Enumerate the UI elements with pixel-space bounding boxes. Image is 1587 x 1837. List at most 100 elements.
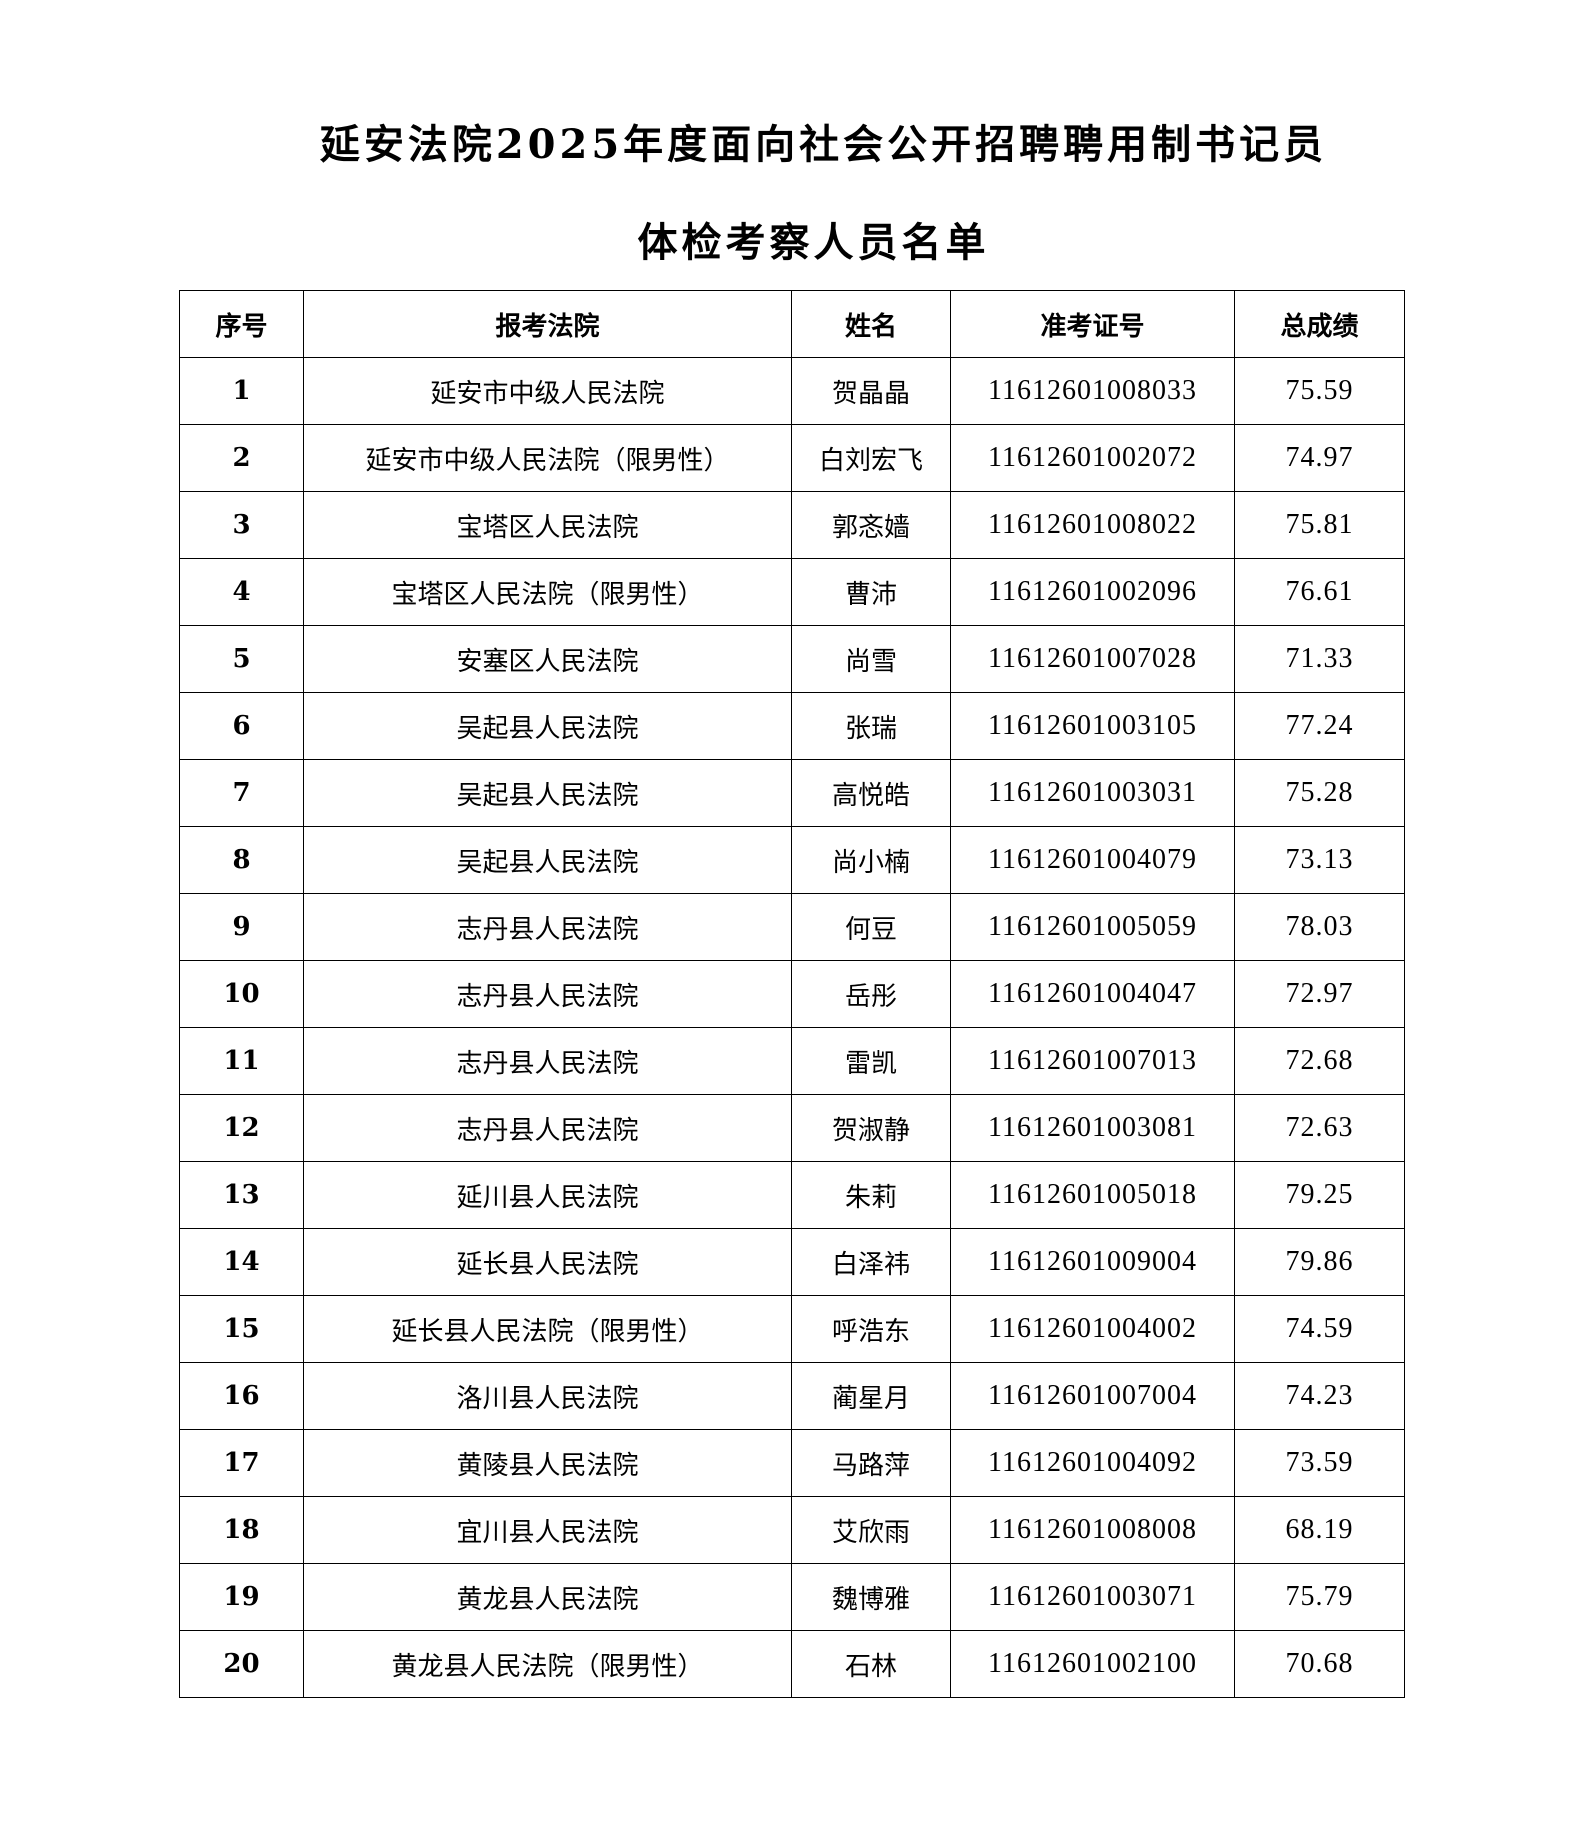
cell-court: 黄陵县人民法院 [303, 1429, 792, 1497]
cell-name: 高悦皓 [791, 759, 951, 827]
header-score: 总成绩 [1234, 290, 1405, 358]
cell-score: 75.59 [1234, 357, 1405, 425]
cell-score: 77.24 [1234, 692, 1405, 760]
cell-score: 72.63 [1234, 1094, 1405, 1162]
cell-exam-id: 11612601003031 [950, 759, 1235, 827]
cell-index: 5 [179, 625, 304, 693]
cell-court: 宝塔区人民法院 [303, 491, 792, 559]
table-row: 4 宝塔区人民法院（限男性） 曹沛 11612601002096 76.61 [179, 558, 1405, 626]
cell-name: 呼浩东 [791, 1295, 951, 1363]
cell-name: 魏博雅 [791, 1563, 951, 1631]
cell-court: 志丹县人民法院 [303, 893, 792, 961]
cell-exam-id: 11612601007004 [950, 1362, 1235, 1430]
cell-court: 洛川县人民法院 [303, 1362, 792, 1430]
table-row: 9 志丹县人民法院 何豆 11612601005059 78.03 [179, 893, 1405, 961]
cell-index: 14 [179, 1228, 304, 1296]
cell-exam-id: 11612601005059 [950, 893, 1235, 961]
cell-score: 72.97 [1234, 960, 1405, 1028]
cell-exam-id: 11612601002096 [950, 558, 1235, 626]
cell-index: 8 [179, 826, 304, 894]
cell-court: 延川县人民法院 [303, 1161, 792, 1229]
cell-exam-id: 11612601007028 [950, 625, 1235, 693]
header-exam-id: 准考证号 [950, 290, 1235, 358]
table-row: 17 黄陵县人民法院 马路萍 11612601004092 73.59 [179, 1429, 1405, 1497]
cell-exam-id: 11612601003081 [950, 1094, 1235, 1162]
cell-name: 石林 [791, 1630, 951, 1698]
cell-court: 延长县人民法院（限男性） [303, 1295, 792, 1363]
cell-name: 贺淑静 [791, 1094, 951, 1162]
cell-name: 郭忞嫱 [791, 491, 951, 559]
cell-index: 9 [179, 893, 304, 961]
cell-name: 曹沛 [791, 558, 951, 626]
cell-court: 志丹县人民法院 [303, 1094, 792, 1162]
cell-index: 7 [179, 759, 304, 827]
cell-court: 宜川县人民法院 [303, 1496, 792, 1564]
table-row: 20 黄龙县人民法院（限男性） 石林 11612601002100 70.68 [179, 1630, 1405, 1698]
cell-index: 16 [179, 1362, 304, 1430]
cell-name: 尚雪 [791, 625, 951, 693]
cell-score: 74.97 [1234, 424, 1405, 492]
cell-score: 72.68 [1234, 1027, 1405, 1095]
table-row: 13 延川县人民法院 朱莉 11612601005018 79.25 [179, 1161, 1405, 1229]
cell-name: 朱莉 [791, 1161, 951, 1229]
cell-score: 79.86 [1234, 1228, 1405, 1296]
cell-court: 黄龙县人民法院 [303, 1563, 792, 1631]
cell-name: 何豆 [791, 893, 951, 961]
cell-court: 志丹县人民法院 [303, 1027, 792, 1095]
cell-name: 蔺星月 [791, 1362, 951, 1430]
table-row: 12 志丹县人民法院 贺淑静 11612601003081 72.63 [179, 1094, 1405, 1162]
table-row: 16 洛川县人民法院 蔺星月 11612601007004 74.23 [179, 1362, 1405, 1430]
cell-name: 艾欣雨 [791, 1496, 951, 1564]
cell-score: 75.28 [1234, 759, 1405, 827]
cell-index: 11 [179, 1027, 304, 1095]
cell-exam-id: 11612601008008 [950, 1496, 1235, 1564]
table-header-row: 序号 报考法院 姓名 准考证号 总成绩 [179, 290, 1405, 358]
cell-court: 吴起县人民法院 [303, 826, 792, 894]
header-court: 报考法院 [303, 290, 792, 358]
cell-court: 安塞区人民法院 [303, 625, 792, 693]
cell-court: 黄龙县人民法院（限男性） [303, 1630, 792, 1698]
cell-exam-id: 11612601002072 [950, 424, 1235, 492]
header-name: 姓名 [791, 290, 951, 358]
cell-index: 15 [179, 1295, 304, 1363]
cell-exam-id: 11612601008022 [950, 491, 1235, 559]
cell-exam-id: 11612601009004 [950, 1228, 1235, 1296]
cell-score: 75.79 [1234, 1563, 1405, 1631]
table-row: 10 志丹县人民法院 岳彤 11612601004047 72.97 [179, 960, 1405, 1028]
table-row: 3 宝塔区人民法院 郭忞嫱 11612601008022 75.81 [179, 491, 1405, 559]
cell-court: 延安市中级人民法院 [303, 357, 792, 425]
cell-court: 延长县人民法院 [303, 1228, 792, 1296]
cell-name: 尚小楠 [791, 826, 951, 894]
cell-score: 79.25 [1234, 1161, 1405, 1229]
cell-index: 12 [179, 1094, 304, 1162]
cell-index: 19 [179, 1563, 304, 1631]
table-row: 2 延安市中级人民法院（限男性） 白刘宏飞 11612601002072 74.97 [179, 424, 1405, 492]
cell-index: 6 [179, 692, 304, 760]
cell-index: 13 [179, 1161, 304, 1229]
cell-score: 70.68 [1234, 1630, 1405, 1698]
table-row: 1 延安市中级人民法院 贺晶晶 11612601008033 75.59 [179, 357, 1405, 425]
cell-index: 3 [179, 491, 304, 559]
cell-court: 志丹县人民法院 [303, 960, 792, 1028]
cell-score: 75.81 [1234, 491, 1405, 559]
document-title: 延安法院2025年度面向社会公开招聘聘用制书记员 [319, 121, 1328, 168]
cell-name: 贺晶晶 [791, 357, 951, 425]
table-row: 8 吴起县人民法院 尚小楠 11612601004079 73.13 [179, 826, 1405, 894]
table-row: 6 吴起县人民法院 张瑞 11612601003105 77.24 [179, 692, 1405, 760]
cell-index: 18 [179, 1496, 304, 1564]
cell-exam-id: 11612601007013 [950, 1027, 1235, 1095]
cell-index: 20 [179, 1630, 304, 1698]
table-row: 7 吴起县人民法院 高悦皓 11612601003031 75.28 [179, 759, 1405, 827]
cell-score: 73.59 [1234, 1429, 1405, 1497]
cell-court: 宝塔区人民法院（限男性） [303, 558, 792, 626]
cell-score: 74.23 [1234, 1362, 1405, 1430]
cell-score: 74.59 [1234, 1295, 1405, 1363]
table-row: 14 延长县人民法院 白泽祎 11612601009004 79.86 [179, 1228, 1405, 1296]
cell-index: 2 [179, 424, 304, 492]
cell-court: 吴起县人民法院 [303, 692, 792, 760]
cell-score: 73.13 [1234, 826, 1405, 894]
candidate-table: 序号 报考法院 姓名 准考证号 总成绩 1 延安市中级人民法院 贺晶晶 1161260… [179, 290, 1405, 1698]
document-subtitle: 体检考察人员名单 [637, 219, 990, 266]
cell-score: 76.61 [1234, 558, 1405, 626]
cell-exam-id: 11612601004092 [950, 1429, 1235, 1497]
